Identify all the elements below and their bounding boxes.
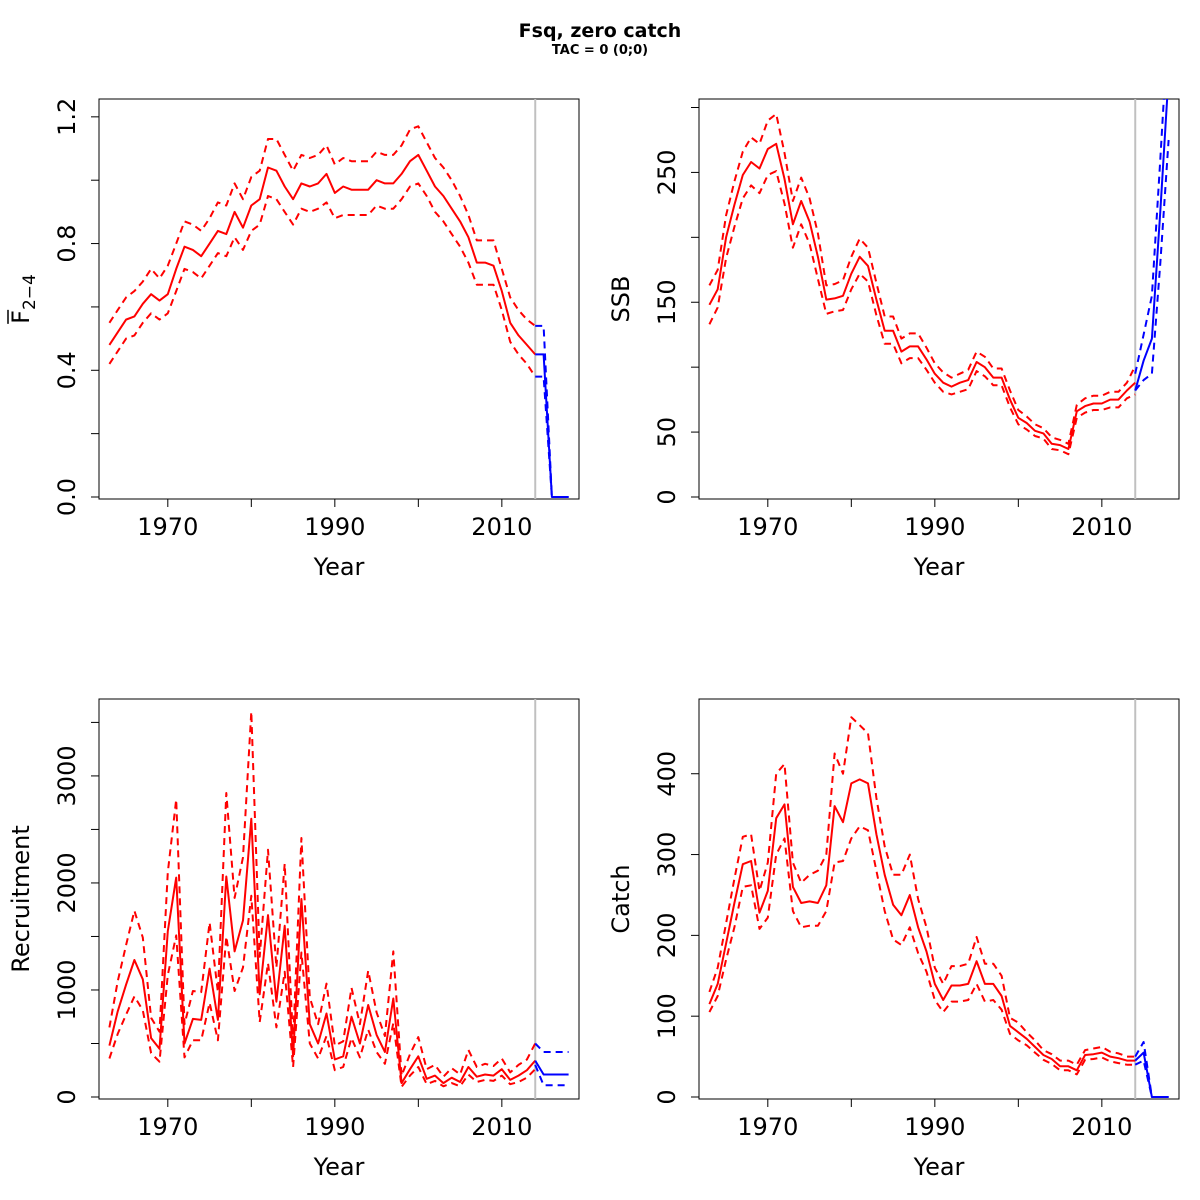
y-tick-label: 150 xyxy=(653,279,681,325)
x-tick-label: 1970 xyxy=(137,513,198,541)
x-tick-label: 1990 xyxy=(904,1113,965,1141)
y-tick-label: 200 xyxy=(653,912,681,958)
y-tick-label: 0.0 xyxy=(53,478,81,516)
projection-upper-line xyxy=(534,1042,569,1053)
panel-catch: 1970 1990 2010 0 100 200 300 400 Year Catch xyxy=(607,698,1180,1181)
x-tick-label: 1970 xyxy=(137,1113,198,1141)
y-tick-label: 0 xyxy=(653,1089,681,1104)
x-tick-label: 1990 xyxy=(904,513,965,541)
projection-lower-line xyxy=(534,1064,569,1087)
series-group xyxy=(708,99,1170,456)
historic-lower-line xyxy=(708,825,1136,1076)
y-tick-label: 50 xyxy=(653,417,681,448)
panel-recruitment: 1970 1990 2010 0 1000 2000 3000 Year Recruitment xyxy=(7,698,580,1181)
y-axis-label: Catch xyxy=(607,864,635,933)
projection-lower-line xyxy=(1134,1059,1169,1098)
y-tick-label: 0.4 xyxy=(53,351,81,389)
historic-mid-line xyxy=(108,153,536,356)
historic-upper-line xyxy=(708,113,1137,445)
historic-lower-line xyxy=(108,182,537,378)
plot-frame xyxy=(98,698,580,1100)
x-tick-label: 2010 xyxy=(1071,1113,1132,1141)
y-tick-label: 250 xyxy=(653,150,681,196)
historic-mid-line xyxy=(708,142,1136,450)
plot-frame xyxy=(698,98,1180,500)
chart-title: Fsq, zero catch xyxy=(518,20,682,42)
x-tick-label: 2010 xyxy=(471,1113,532,1141)
plot-frame xyxy=(98,98,580,500)
x-tick-label: 2010 xyxy=(471,513,532,541)
projection-mid-line xyxy=(1134,1051,1169,1098)
projection-upper-line xyxy=(1134,1041,1169,1098)
y-tick-label: 1000 xyxy=(53,959,81,1020)
x-axis-label: Year xyxy=(313,1153,365,1181)
y-tick-label: 0.8 xyxy=(53,224,81,262)
x-axis-label: Year xyxy=(913,553,965,581)
y-tick-label: 100 xyxy=(653,993,681,1039)
y-tick-label: 1.2 xyxy=(53,98,81,136)
y-axis-label: F2−4 xyxy=(7,274,40,324)
x-tick-label: 1990 xyxy=(304,1113,365,1141)
y-tick-label: 2000 xyxy=(53,852,81,913)
projection-mid-line xyxy=(1134,99,1169,391)
y-tick-label: 3000 xyxy=(53,745,81,806)
series-group xyxy=(108,710,569,1088)
projection-lower-line xyxy=(1134,139,1170,392)
x-tick-label: 1970 xyxy=(737,513,798,541)
x-axis-label: Year xyxy=(913,1153,965,1181)
projection-upper-line xyxy=(1134,99,1165,374)
projection-upper-line xyxy=(535,324,569,498)
panel-ssb: 1970 1990 2010 0 50 150 250 Year SSB xyxy=(607,98,1180,581)
historic-upper-line xyxy=(108,125,536,327)
y-axis-label: Recruitment xyxy=(7,825,35,972)
y-tick-label: 0 xyxy=(53,1089,81,1104)
historic-lower-line xyxy=(108,894,536,1088)
series-group xyxy=(108,125,569,498)
chart-subtitle: TAC = 0 (0;0) xyxy=(551,43,649,58)
historic-upper-line xyxy=(708,716,1136,1066)
x-tick-label: 1970 xyxy=(737,1113,798,1141)
y-tick-label: 300 xyxy=(653,832,681,878)
x-tick-label: 2010 xyxy=(1071,513,1132,541)
historic-mid-line xyxy=(108,817,536,1085)
series-group xyxy=(708,716,1169,1098)
projection-lower-line xyxy=(535,375,569,498)
projection-mid-line xyxy=(534,1060,569,1076)
title-block: Fsq, zero catch TAC = 0 (0;0) xyxy=(0,18,1200,58)
x-axis-label: Year xyxy=(313,553,365,581)
plot-frame xyxy=(698,698,1180,1100)
historic-upper-line xyxy=(108,710,537,1078)
historic-lower-line xyxy=(708,170,1136,456)
y-axis-label: SSB xyxy=(607,276,635,323)
projection-mid-line xyxy=(535,353,569,498)
x-tick-label: 1990 xyxy=(304,513,365,541)
y-tick-label: 0 xyxy=(653,489,681,504)
panel-fbar: 1970 1990 2010 0.0 0.4 0.8 1.2 Year F2−4 xyxy=(7,98,580,581)
historic-mid-line xyxy=(708,778,1136,1072)
y-tick-label: 400 xyxy=(653,751,681,797)
